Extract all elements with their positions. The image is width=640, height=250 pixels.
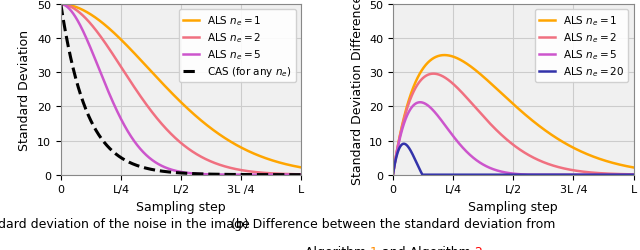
Text: Algorithm: Algorithm: [305, 245, 370, 250]
ALS $n_e = 2$: [534, 158, 541, 162]
Line: ALS $n_e = 20$: ALS $n_e = 20$: [393, 144, 634, 175]
ALS $n_e = 2$: [57, 4, 65, 6]
ALS $n_e = 1$: [70, 6, 77, 9]
ALS $n_e = 5$: [479, 163, 486, 166]
Line: ALS $n_e = 5$: ALS $n_e = 5$: [393, 103, 634, 175]
ALS $n_e = 20$: [479, 174, 486, 176]
ALS $n_e = 5$: [402, 117, 410, 120]
ALS $n_e = 5$: [534, 174, 541, 176]
Text: 1: 1: [370, 245, 378, 250]
ALS $n_e = 2$: [479, 114, 486, 117]
ALS $n_e = 5$: [389, 174, 397, 176]
ALS $n_e = 2$: [588, 171, 595, 174]
ALS $n_e = 5$: [70, 14, 77, 17]
ALS $n_e = 2$: [255, 171, 262, 174]
ALS $n_e = 1$: [255, 154, 262, 158]
ALS $n_e = 1$: [62, 4, 70, 7]
ALS $n_e = 5$: [255, 174, 262, 176]
ALS $n_e = 20$: [630, 174, 637, 176]
CAS (for any $n_e$): [78, 98, 86, 102]
ALS $n_e = 2$: [394, 142, 402, 146]
ALS $n_e = 1$: [57, 4, 65, 6]
ALS $n_e = 2$: [147, 109, 154, 112]
ALS $n_e = 5$: [202, 173, 209, 176]
ALS $n_e = 5$: [298, 174, 305, 176]
X-axis label: Sampling step: Sampling step: [468, 200, 558, 213]
ALS $n_e = 2$: [70, 8, 77, 11]
CAS (for any $n_e$): [298, 174, 305, 176]
ALS $n_e = 1$: [534, 124, 541, 127]
ALS $n_e = 2$: [62, 4, 70, 7]
CAS (for any $n_e$): [255, 174, 262, 176]
Line: ALS $n_e = 1$: ALS $n_e = 1$: [393, 56, 634, 175]
CAS (for any $n_e$): [57, 4, 65, 6]
ALS $n_e = 20$: [411, 157, 419, 160]
Y-axis label: Standard Deviation: Standard Deviation: [19, 30, 31, 150]
Line: ALS $n_e = 5$: ALS $n_e = 5$: [61, 5, 301, 175]
Line: ALS $n_e = 1$: ALS $n_e = 1$: [61, 5, 301, 168]
ALS $n_e = 2$: [402, 111, 410, 114]
Line: ALS $n_e = 2$: ALS $n_e = 2$: [393, 74, 634, 175]
CAS (for any $n_e$): [62, 35, 70, 38]
Text: (b) Difference between the standard deviation from: (b) Difference between the standard devi…: [232, 218, 556, 230]
ALS $n_e = 5$: [147, 157, 154, 160]
ALS $n_e = 20$: [394, 150, 402, 152]
Line: ALS $n_e = 2$: ALS $n_e = 2$: [61, 5, 301, 175]
Text: (a) Standard deviation of the noise in the image: (a) Standard deviation of the noise in t…: [0, 218, 250, 230]
CAS (for any $n_e$): [70, 70, 77, 73]
Line: CAS (for any $n_e$): CAS (for any $n_e$): [61, 5, 301, 175]
CAS (for any $n_e$): [202, 173, 209, 176]
ALS $n_e = 20$: [588, 174, 595, 176]
Legend: ALS $n_e = 1$, ALS $n_e = 2$, ALS $n_e = 5$, CAS (for any $n_e$): ALS $n_e = 1$, ALS $n_e = 2$, ALS $n_e =…: [179, 10, 296, 83]
ALS $n_e = 5$: [78, 29, 86, 32]
ALS $n_e = 20$: [400, 143, 408, 146]
ALS $n_e = 5$: [62, 6, 70, 8]
ALS $n_e = 1$: [402, 109, 410, 112]
ALS $n_e = 1$: [147, 70, 154, 72]
ALS $n_e = 20$: [534, 174, 541, 176]
Text: 2: 2: [474, 245, 483, 250]
ALS $n_e = 20$: [402, 144, 410, 146]
Legend: ALS $n_e = 1$, ALS $n_e = 2$, ALS $n_e = 5$, ALS $n_e = 20$: ALS $n_e = 1$, ALS $n_e = 2$, ALS $n_e =…: [535, 10, 628, 83]
ALS $n_e = 1$: [440, 54, 448, 57]
Y-axis label: Standard Deviation Difference: Standard Deviation Difference: [351, 0, 364, 185]
ALS $n_e = 2$: [298, 173, 305, 176]
ALS $n_e = 5$: [57, 4, 65, 6]
ALS $n_e = 2$: [78, 14, 86, 17]
ALS $n_e = 5$: [410, 104, 418, 106]
ALS $n_e = 1$: [588, 155, 595, 158]
ALS $n_e = 2$: [429, 73, 437, 76]
ALS $n_e = 5$: [416, 101, 424, 104]
ALS $n_e = 1$: [410, 84, 418, 87]
ALS $n_e = 1$: [389, 174, 397, 176]
ALS $n_e = 1$: [394, 142, 402, 145]
ALS $n_e = 1$: [298, 166, 305, 169]
CAS (for any $n_e$): [147, 168, 154, 171]
ALS $n_e = 2$: [389, 174, 397, 176]
ALS $n_e = 2$: [410, 89, 418, 92]
ALS $n_e = 5$: [588, 174, 595, 176]
ALS $n_e = 1$: [479, 75, 486, 78]
Text: and Algorithm: and Algorithm: [378, 245, 474, 250]
ALS $n_e = 1$: [630, 166, 637, 169]
ALS $n_e = 2$: [202, 158, 209, 161]
ALS $n_e = 5$: [394, 144, 402, 147]
X-axis label: Sampling step: Sampling step: [136, 200, 226, 213]
ALS $n_e = 5$: [630, 174, 637, 176]
ALS $n_e = 1$: [202, 123, 209, 126]
ALS $n_e = 20$: [389, 174, 397, 176]
ALS $n_e = 1$: [78, 9, 86, 12]
ALS $n_e = 2$: [630, 173, 637, 176]
